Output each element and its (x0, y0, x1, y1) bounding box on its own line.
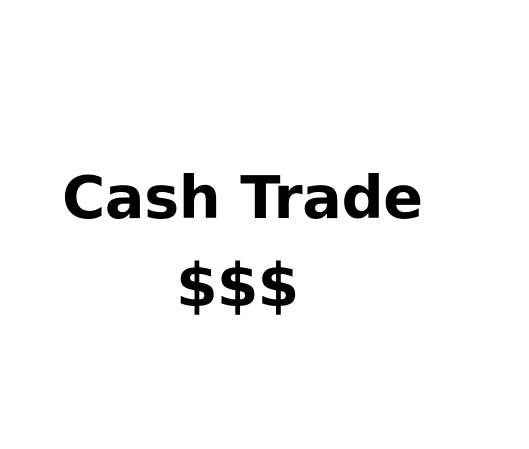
title-text: Cash Trade (62, 163, 423, 232)
dollar-signs-text: $$$ (176, 251, 299, 321)
